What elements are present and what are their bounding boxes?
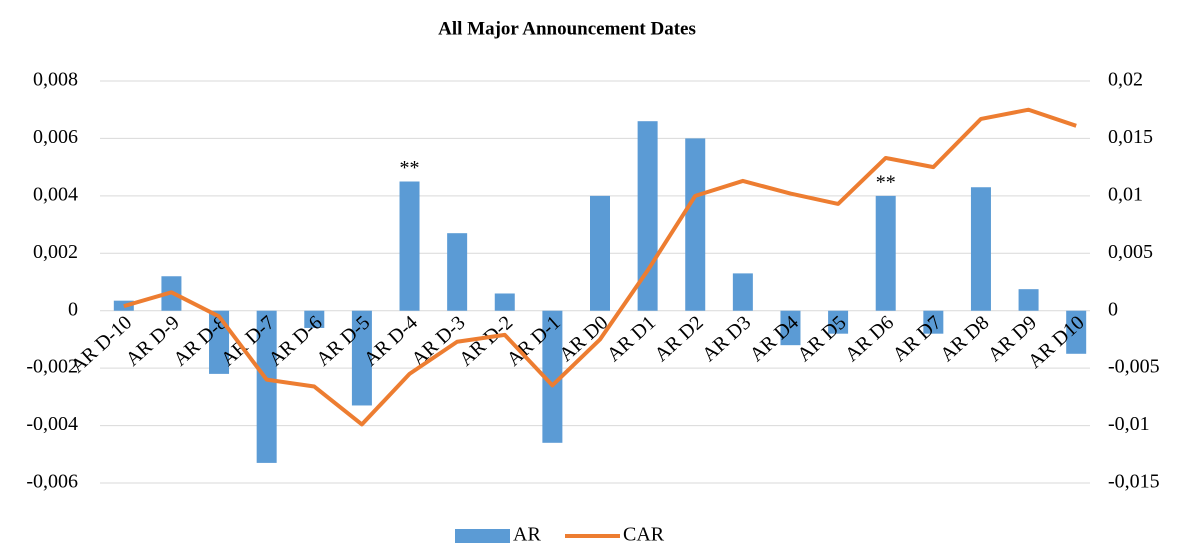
bar xyxy=(1066,310,1087,354)
y-tick-label: -0,002 xyxy=(26,356,78,378)
bar xyxy=(875,195,896,311)
bar xyxy=(209,310,230,374)
x-tick-label: AR D2 xyxy=(650,311,707,366)
bar xyxy=(399,181,420,311)
x-tick-label: AR D3 xyxy=(698,311,755,366)
annotation: ** xyxy=(400,157,420,179)
y-tick-label: 0,006 xyxy=(33,126,78,148)
bar xyxy=(923,310,944,334)
bar xyxy=(590,195,610,311)
y-tick-label: 0,008 xyxy=(33,69,78,91)
bar xyxy=(732,273,753,311)
bar xyxy=(494,293,515,311)
bar xyxy=(447,233,468,311)
y2-tick-label: 0 xyxy=(1108,298,1118,320)
x-tick-label: AR D8 xyxy=(936,311,993,366)
annotation: ** xyxy=(876,171,896,193)
bar xyxy=(970,187,991,311)
chart-title: All Major Announcement Dates xyxy=(438,18,696,39)
y2-tick-label: 0,01 xyxy=(1108,183,1143,205)
bar xyxy=(780,310,801,346)
bar xyxy=(304,310,325,328)
y-tick-label: -0,004 xyxy=(26,413,78,435)
y-tick-label: -0,006 xyxy=(26,471,78,493)
y2-tick-label: 0,005 xyxy=(1108,241,1153,263)
bar xyxy=(256,310,277,463)
y2-tick-label: 0,015 xyxy=(1108,126,1153,148)
legend-label: CAR xyxy=(623,524,665,546)
x-tick-label: AR D6 xyxy=(841,311,898,366)
x-tick-label: AR D-10 xyxy=(67,311,137,377)
legend-swatch xyxy=(455,529,510,543)
y2-tick-label: -0,005 xyxy=(1108,356,1160,378)
y2-tick-label: -0,01 xyxy=(1108,413,1150,435)
bar xyxy=(1018,289,1039,311)
y-tick-label: 0,004 xyxy=(33,183,78,205)
bar xyxy=(828,310,849,334)
bar xyxy=(542,310,563,443)
x-tick-label: AR D5 xyxy=(793,311,850,366)
line xyxy=(123,107,1077,427)
x-tick-label: AR D7 xyxy=(888,311,945,366)
y-tick-label: 0 xyxy=(68,298,78,320)
bar xyxy=(351,310,372,406)
bar xyxy=(685,138,706,311)
legend-label: AR xyxy=(513,524,541,546)
x-tick-label: AR D-9 xyxy=(122,311,184,370)
x-tick-label: AR D0 xyxy=(555,311,612,366)
y2-tick-label: -0,015 xyxy=(1108,471,1160,493)
y-tick-label: 0,002 xyxy=(33,241,78,263)
y2-tick-label: 0,02 xyxy=(1108,69,1143,91)
